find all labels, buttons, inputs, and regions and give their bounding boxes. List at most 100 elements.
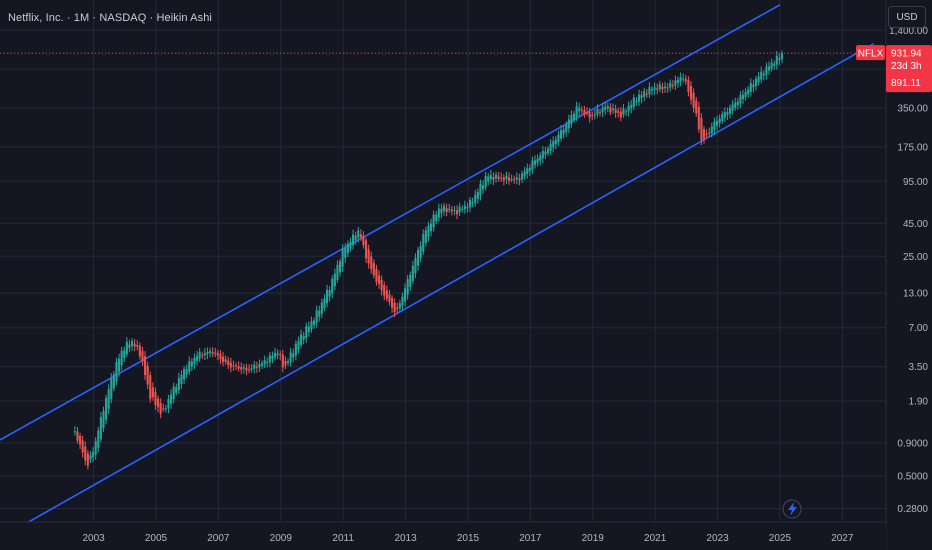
candle-body — [624, 111, 628, 113]
candle — [128, 339, 131, 353]
candle-body — [336, 264, 339, 280]
candle-body — [211, 351, 214, 354]
candle-body — [235, 365, 238, 367]
candle — [222, 351, 225, 367]
candle — [424, 226, 427, 247]
candle — [370, 251, 373, 274]
candle — [645, 89, 648, 98]
candle-body — [440, 208, 443, 214]
candle-body — [481, 185, 485, 190]
lightning-bolt-icon[interactable] — [782, 499, 802, 519]
candle-body — [635, 100, 638, 103]
candle-body — [458, 206, 461, 213]
candle-body — [598, 111, 602, 113]
candle-body — [310, 321, 313, 330]
bolt-icon-shape — [788, 502, 797, 516]
candle-body — [645, 93, 648, 95]
candle — [739, 91, 742, 109]
candle — [133, 338, 136, 352]
parallel-channel[interactable] — [0, 4, 874, 539]
candle — [396, 302, 399, 314]
candle-body — [500, 177, 503, 179]
candle — [271, 351, 274, 364]
candle — [494, 171, 498, 183]
candle — [261, 360, 264, 370]
candle — [505, 171, 508, 184]
candle-body — [253, 364, 256, 369]
candle-body — [674, 80, 677, 86]
candle-body — [585, 112, 589, 114]
candle — [731, 100, 734, 115]
candle-body — [185, 369, 188, 375]
candle — [432, 210, 435, 232]
candle-body — [294, 343, 297, 356]
channel-line-lower[interactable] — [0, 43, 874, 539]
candle-body — [778, 58, 781, 61]
candle — [175, 383, 178, 396]
candle — [326, 284, 329, 308]
candle-body — [300, 334, 303, 346]
candle — [294, 340, 297, 361]
candle — [721, 111, 724, 124]
candle-body — [448, 208, 451, 211]
candle — [687, 76, 690, 97]
candle-body — [175, 387, 178, 393]
candle-body — [157, 398, 160, 408]
candle — [481, 180, 485, 195]
candle — [196, 350, 199, 366]
candle-body — [349, 241, 352, 249]
candle — [637, 89, 641, 107]
candle — [105, 394, 108, 425]
candle-body — [632, 97, 635, 107]
candle-body — [216, 353, 219, 356]
candle-body — [406, 279, 409, 295]
candle — [510, 174, 513, 183]
candle-body — [687, 80, 690, 92]
time-axis-bg — [0, 522, 886, 550]
candle-body — [341, 248, 344, 267]
candle-body — [172, 386, 175, 400]
channel-line-upper[interactable] — [0, 4, 781, 441]
candle-body — [679, 76, 682, 82]
candle — [461, 205, 464, 213]
candle-body — [289, 352, 292, 363]
candle-body — [302, 335, 305, 340]
candle — [211, 347, 214, 357]
candle — [268, 351, 271, 368]
candle — [154, 387, 157, 410]
time-axis[interactable]: 2003 2005 2007 2009 2011 2013 2015 2017 2019 2021… — [0, 521, 886, 550]
candle — [601, 102, 604, 118]
candle — [248, 364, 251, 374]
candle-body — [266, 362, 269, 364]
y-tick-label: 1,400.00 — [889, 26, 928, 37]
candle-body — [736, 101, 739, 106]
candle — [375, 264, 378, 286]
last-price-tag-bg — [886, 45, 932, 93]
candle-body — [731, 104, 734, 111]
candle-body — [250, 368, 253, 370]
candle — [255, 361, 258, 373]
candle-body — [167, 399, 170, 409]
candle-body — [619, 111, 622, 118]
candle — [349, 237, 352, 252]
candle — [760, 66, 763, 84]
candle — [393, 298, 396, 318]
candle-body — [154, 392, 157, 406]
chart-grid — [0, 0, 886, 522]
x-tick-label: 2003 — [82, 533, 105, 544]
candle-body — [89, 455, 92, 460]
candle — [705, 129, 708, 139]
candle — [383, 281, 386, 301]
candle-body — [773, 63, 776, 66]
candle-body — [479, 183, 482, 196]
candle-body — [380, 279, 383, 291]
candle — [115, 357, 118, 386]
currency-selector[interactable]: USD — [888, 6, 926, 28]
candle-body — [313, 320, 316, 326]
candle — [474, 189, 477, 207]
candle — [422, 229, 425, 256]
candle-body — [99, 416, 102, 440]
candle — [336, 260, 339, 283]
candle — [99, 411, 102, 443]
